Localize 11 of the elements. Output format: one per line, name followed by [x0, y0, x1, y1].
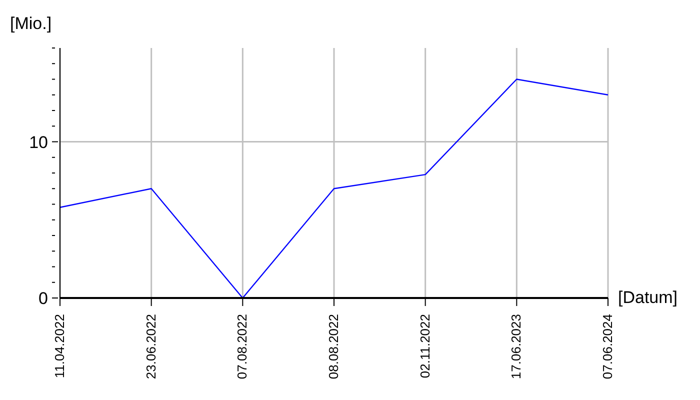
x-tick-label: 11.04.2022	[52, 314, 67, 378]
x-tick-label: 17.06.2023	[508, 314, 524, 380]
x-tick-label: 23.06.2022	[143, 314, 158, 380]
x-axis-title: [Datum]	[618, 288, 678, 308]
x-tick-label: 02.11.2022	[417, 314, 432, 378]
y-tick-label: 0	[38, 289, 48, 308]
x-tick-label: 08.08.2022	[326, 314, 341, 380]
y-axis-title: [Mio.]	[10, 14, 52, 34]
x-tick-label: 07.08.2022	[234, 314, 250, 380]
x-tick-label: 07.06.2024	[600, 314, 615, 380]
y-tick-label: 10	[29, 132, 48, 152]
